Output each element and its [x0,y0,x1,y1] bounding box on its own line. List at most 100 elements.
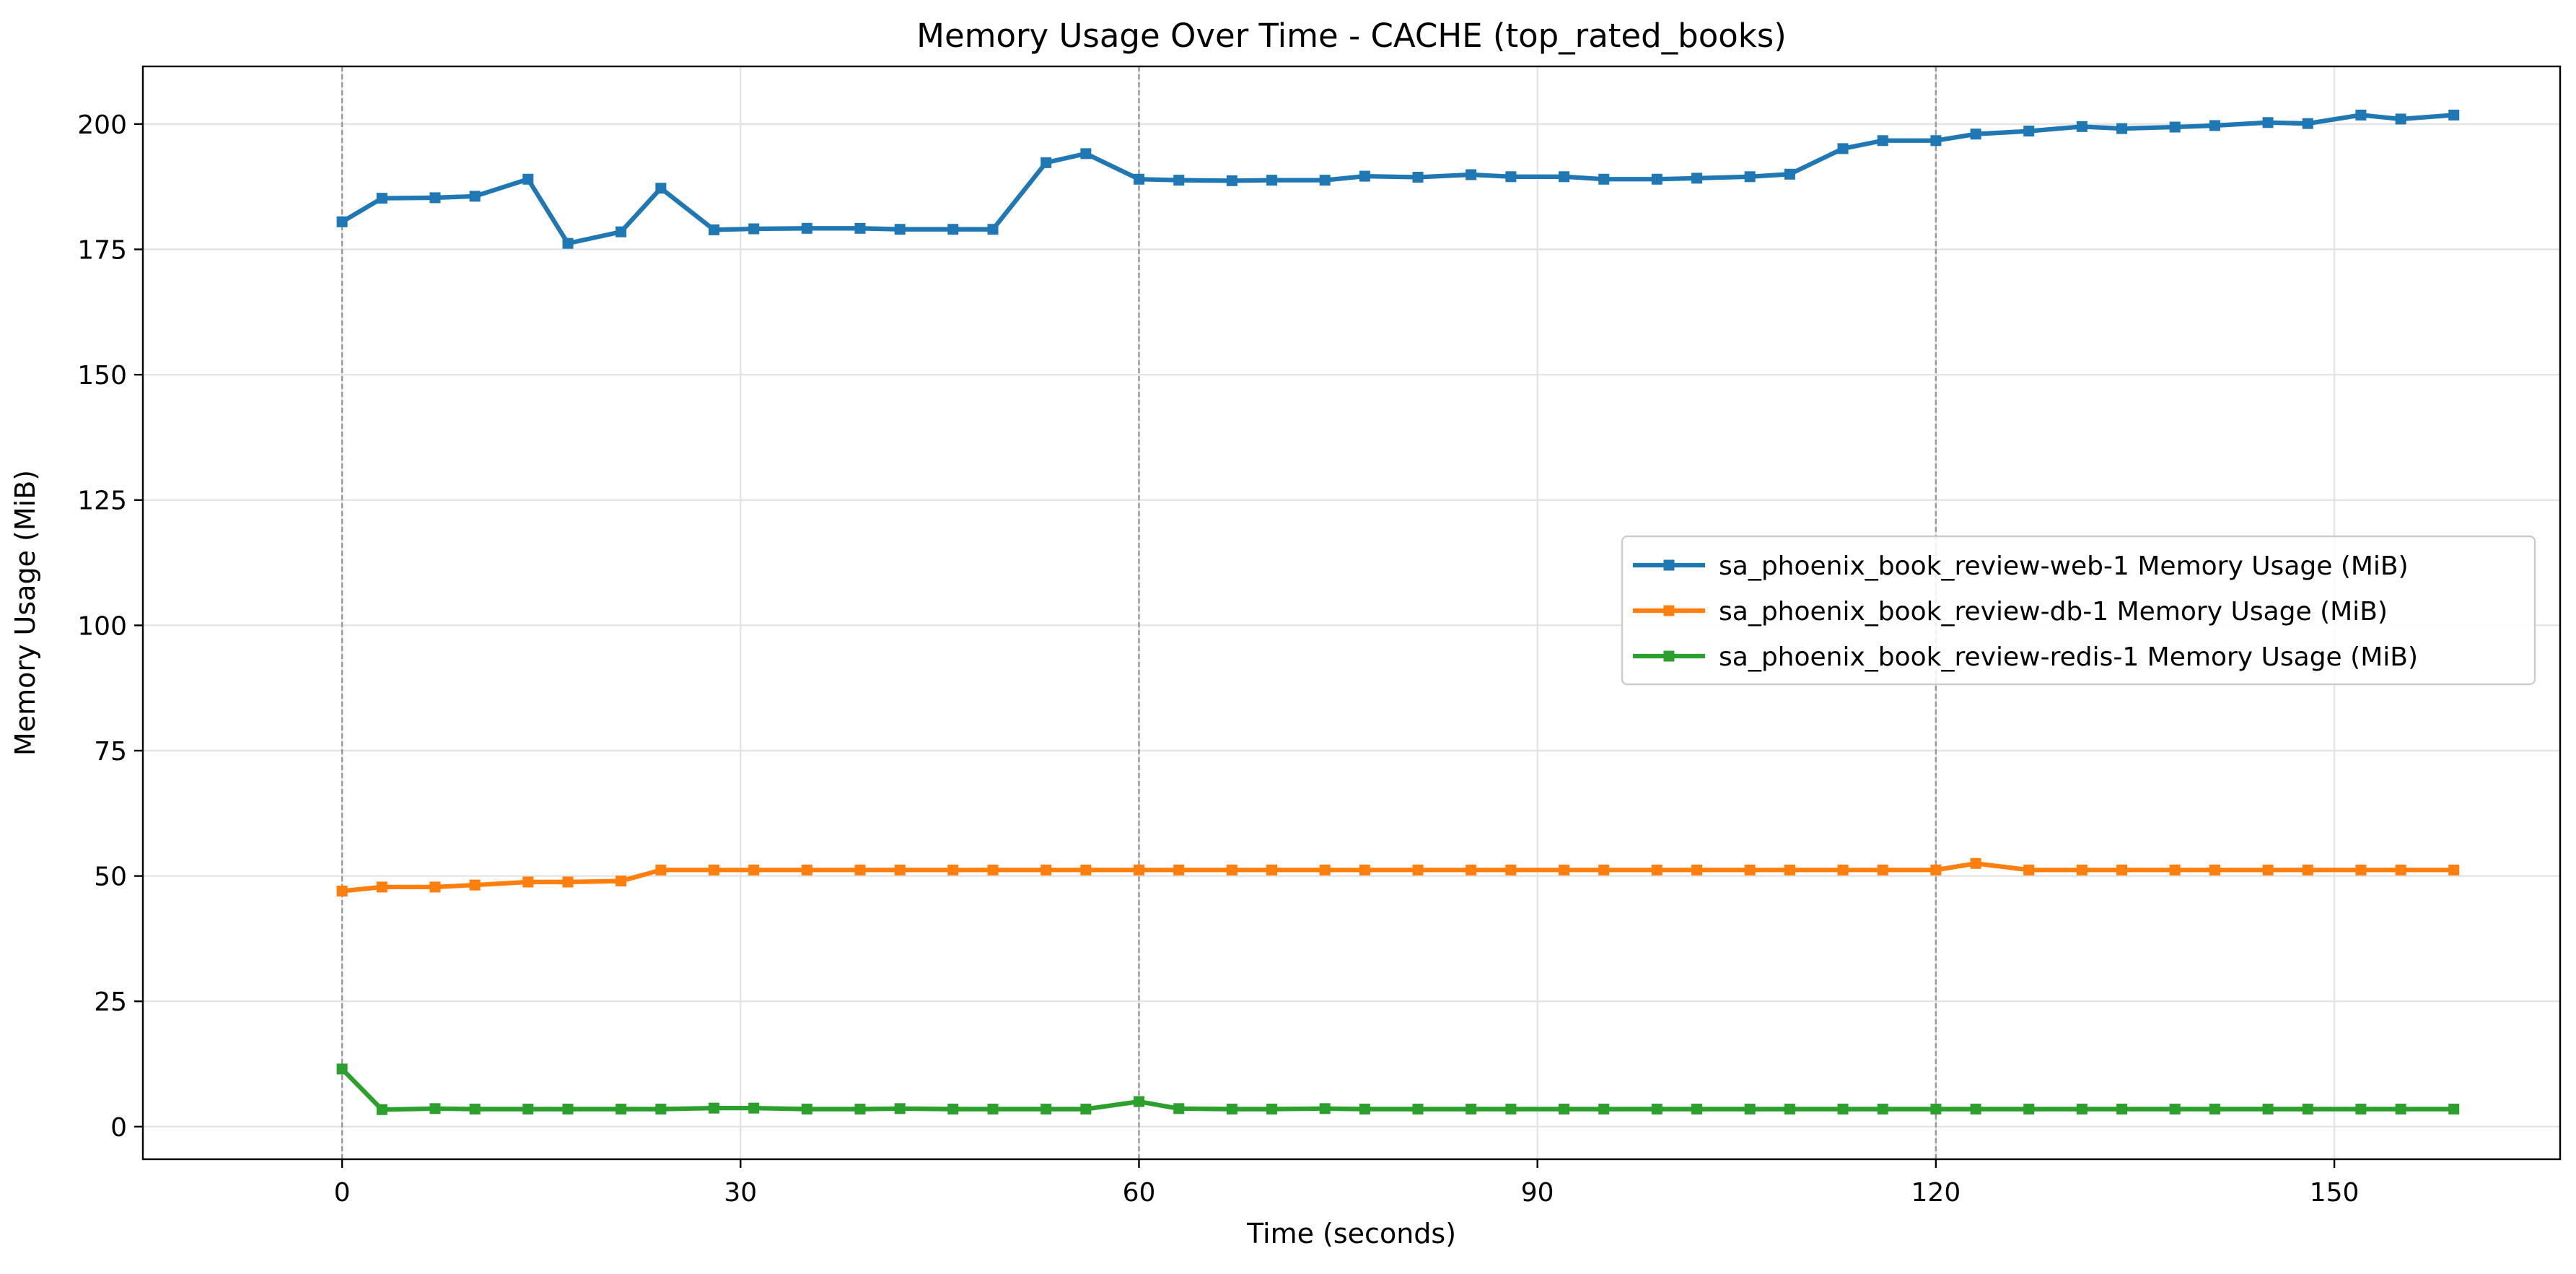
data-point [655,864,667,876]
data-point [1412,171,1424,183]
data-point [1930,864,1942,876]
data-point [2169,864,2181,876]
data-point [562,876,574,888]
data-point [562,237,574,249]
data-point [947,864,959,876]
series-layer [336,109,2460,1115]
data-point [1133,864,1144,876]
data-point [376,881,387,893]
data-point [1266,175,1278,186]
data-point [1598,1104,1610,1115]
data-point [1559,1104,1570,1115]
data-point [708,1102,719,1114]
data-point [2262,1104,2274,1115]
data-point [1837,864,1849,876]
data-point [1691,864,1703,876]
data-point [1837,1104,1849,1115]
data-point [1319,175,1331,186]
data-point [1784,168,1795,180]
data-point [2355,1104,2367,1115]
data-point [748,1102,760,1114]
data-point [2262,864,2274,876]
data-point [1466,864,1477,876]
data-point [469,1104,481,1115]
data-point [1041,1104,1052,1115]
data-point [615,1104,627,1115]
data-point [1744,1104,1756,1115]
data-point [708,864,719,876]
data-point [1319,1103,1331,1114]
x-tick-label: 0 [334,1178,351,1208]
data-point [2448,109,2460,121]
y-tick-label: 50 [94,863,127,892]
data-point [469,191,481,202]
data-point [1970,858,1981,869]
data-point [987,1104,999,1115]
data-point [2448,1104,2460,1115]
data-point [1930,135,1942,147]
data-point [429,881,441,893]
data-point [1505,171,1517,183]
data-point [2076,121,2087,132]
data-point [1784,864,1795,876]
data-point [429,1103,441,1114]
data-point [1837,143,1849,154]
data-point [1505,1104,1517,1115]
data-point [1598,864,1610,876]
y-tick-label: 125 [77,487,127,516]
data-point [894,1103,906,1114]
data-point [1133,173,1144,185]
data-point [1173,864,1185,876]
data-point [1080,1104,1092,1115]
data-point [1412,864,1424,876]
data-point [1226,1104,1237,1115]
data-point [1226,175,1237,186]
data-point [1784,1104,1795,1115]
data-point [522,1104,534,1115]
data-point [336,1063,348,1075]
y-axis-title: Memory Usage (MiB) [9,470,41,756]
data-point [1877,135,1888,147]
data-point [429,192,441,204]
data-point [1359,1104,1370,1115]
data-point [987,224,999,235]
data-point [1412,1104,1424,1115]
legend-label: sa_phoenix_book_review-db-1 Memory Usage… [1719,597,2388,627]
data-point [1505,864,1517,876]
data-point [1133,1096,1144,1107]
data-point [1877,1104,1888,1115]
y-tick-label: 75 [94,737,127,767]
data-point [1359,170,1370,182]
data-point [1041,864,1052,876]
data-point [562,1104,574,1115]
data-point [748,223,760,235]
tick-layer: 0 30 60 90 120 150 0 25 50 75 100 125 150 175 200 [77,110,2359,1208]
data-point [801,864,812,876]
data-point [336,885,348,896]
data-point [1744,171,1756,183]
data-point [1598,173,1610,185]
y-tick-label: 0 [110,1113,127,1143]
plot-frame [141,65,2562,1161]
x-tick-label: 60 [1123,1178,1156,1208]
data-point [2395,113,2406,125]
data-point [1041,157,1052,168]
legend-label: sa_phoenix_book_review-redis-1 Memory Us… [1719,642,2418,672]
data-point [1266,864,1278,876]
data-point [615,876,627,887]
data-point [2395,1104,2406,1115]
data-point [336,216,348,227]
data-point [655,183,667,194]
data-point [1466,1104,1477,1115]
data-point [655,1104,667,1115]
data-point [615,226,627,237]
data-point [748,864,760,876]
y-tick-label: 200 [77,110,127,140]
data-point [522,876,534,888]
data-point [1319,864,1331,876]
data-point [2116,864,2128,876]
data-point [1651,1104,1662,1115]
data-point [2023,1104,2035,1115]
legend-item: sa_phoenix_book_review-db-1 Memory Usage… [1633,597,2388,627]
